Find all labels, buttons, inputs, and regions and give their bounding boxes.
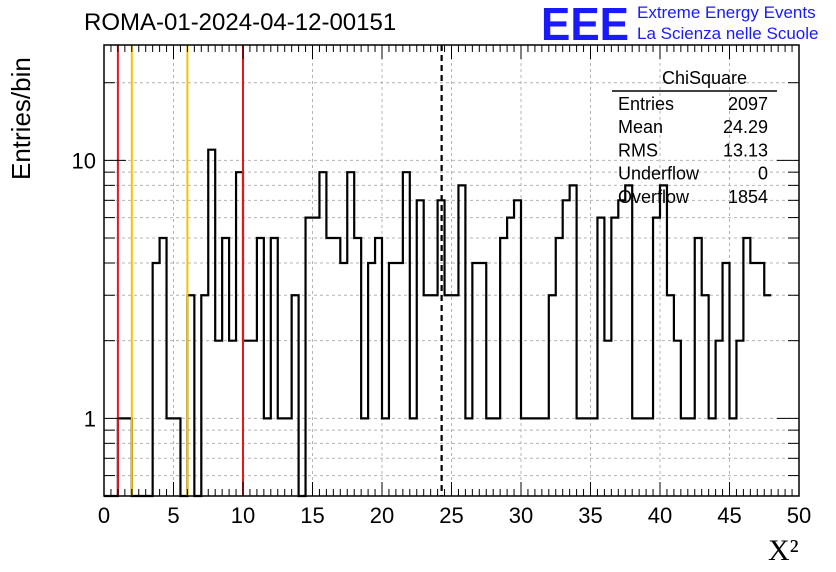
y-axis-label: Entries/bin bbox=[6, 57, 36, 180]
x-tick-label: 30 bbox=[509, 503, 533, 528]
x-tick-label: 15 bbox=[300, 503, 324, 528]
x-tick-label: 25 bbox=[439, 503, 463, 528]
x-tick-labels: 0 5 10 15 20 25 30 35 40 45 50 bbox=[98, 503, 811, 528]
eee-logo: EEE bbox=[541, 2, 629, 44]
stats-label: Mean bbox=[618, 117, 663, 137]
y-tick-labels: 1 10 bbox=[72, 148, 96, 431]
axes bbox=[103, 44, 800, 497]
stats-value: 2097 bbox=[728, 94, 768, 114]
histogram-bars bbox=[104, 148, 772, 498]
x-tick-label: 45 bbox=[717, 503, 741, 528]
plot-area bbox=[104, 45, 799, 496]
x-tick-label: 40 bbox=[648, 503, 672, 528]
x-tick-label: 35 bbox=[578, 503, 602, 528]
x-axis-label: X² bbox=[768, 534, 799, 567]
grid-lines bbox=[104, 45, 799, 496]
stats-value: 0 bbox=[758, 164, 768, 184]
y-tick-label: 1 bbox=[84, 406, 96, 431]
x-tick-label: 20 bbox=[370, 503, 394, 528]
logo-line-1: Extreme Energy Events bbox=[637, 3, 816, 22]
x-tick-label: 0 bbox=[98, 503, 110, 528]
stats-label: Overflow bbox=[618, 187, 690, 207]
stats-value: 1854 bbox=[728, 187, 768, 207]
logo-line-2: La Scienza nelle Scuole bbox=[637, 24, 819, 43]
logo-text: EEE bbox=[541, 2, 629, 44]
x-tick-label: 5 bbox=[167, 503, 179, 528]
histogram-outline bbox=[104, 148, 772, 498]
marker-lines bbox=[116, 45, 443, 496]
x-tick-label: 50 bbox=[787, 503, 811, 528]
stats-label: RMS bbox=[618, 140, 658, 160]
stats-value: 13.13 bbox=[723, 140, 768, 160]
stats-value: 24.29 bbox=[723, 117, 768, 137]
x-tick-label: 10 bbox=[231, 503, 255, 528]
stats-label: Entries bbox=[618, 94, 674, 114]
run-title: ROMA-01-2024-04-12-00151 bbox=[84, 9, 397, 36]
stats-title: ChiSquare bbox=[662, 68, 747, 88]
stats-box: ChiSquare Entries 2097 Mean 24.29 RMS 13.13 Und… bbox=[612, 68, 777, 207]
y-tick-label: 10 bbox=[72, 148, 96, 173]
stats-label: Underflow bbox=[618, 164, 700, 184]
